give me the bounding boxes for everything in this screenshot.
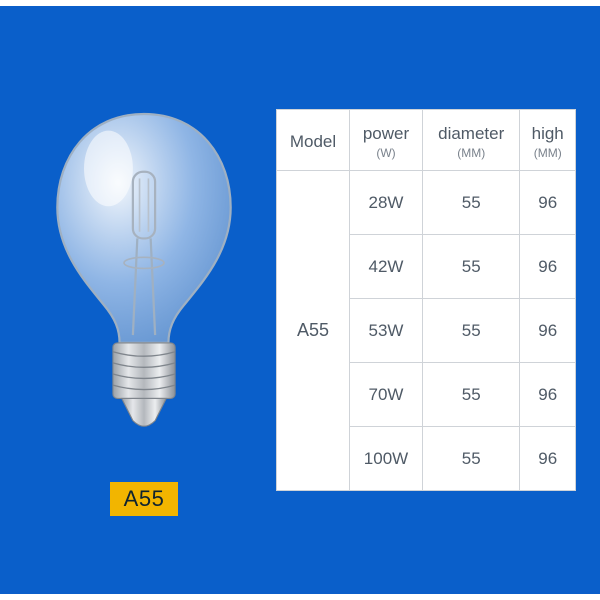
model-badge: A55	[110, 482, 179, 516]
table-header-row: Model power (W) diameter (MM) high (MM)	[277, 110, 576, 171]
cell-high: 96	[520, 427, 576, 491]
cell-model: A55	[277, 171, 350, 491]
col-header-diameter-title: diameter	[429, 124, 513, 144]
cell-power: 28W	[350, 171, 423, 235]
cell-power: 42W	[350, 235, 423, 299]
col-header-high-title: high	[526, 124, 569, 144]
cell-high: 96	[520, 235, 576, 299]
cell-high: 96	[520, 363, 576, 427]
cell-power: 100W	[350, 427, 423, 491]
col-header-power: power (W)	[350, 110, 423, 171]
cell-high: 96	[520, 299, 576, 363]
table-row: A55 28W 55 96	[277, 171, 576, 235]
cell-diameter: 55	[423, 171, 520, 235]
bulb-illustration	[34, 84, 254, 464]
product-visual-column: A55	[24, 84, 264, 516]
col-header-power-unit: (W)	[356, 146, 416, 160]
cell-power: 70W	[350, 363, 423, 427]
col-header-diameter: diameter (MM)	[423, 110, 520, 171]
col-header-power-title: power	[356, 124, 416, 144]
col-header-model: Model	[277, 110, 350, 171]
cell-high: 96	[520, 171, 576, 235]
cell-diameter: 55	[423, 235, 520, 299]
cell-power: 53W	[350, 299, 423, 363]
col-header-high: high (MM)	[520, 110, 576, 171]
product-panel: A55 Model power (W) diameter (MM) high (…	[0, 6, 600, 594]
cell-diameter: 55	[423, 363, 520, 427]
spec-table: Model power (W) diameter (MM) high (MM) …	[276, 109, 576, 491]
cell-diameter: 55	[423, 427, 520, 491]
col-header-diameter-unit: (MM)	[429, 146, 513, 160]
cell-diameter: 55	[423, 299, 520, 363]
bulb-icon	[44, 94, 244, 454]
col-header-model-title: Model	[283, 132, 343, 152]
col-header-high-unit: (MM)	[526, 146, 569, 160]
